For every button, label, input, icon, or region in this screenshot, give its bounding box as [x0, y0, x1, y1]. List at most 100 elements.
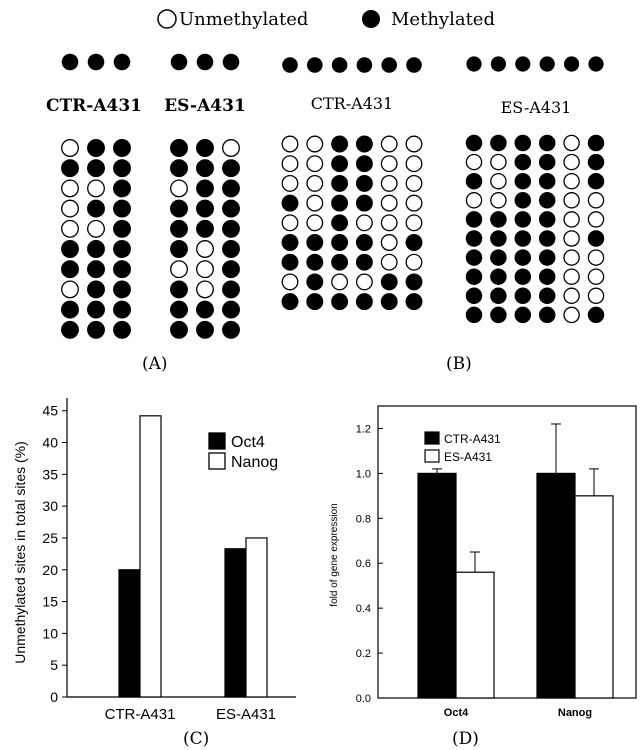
legend-unmethylated-marker — [157, 9, 177, 29]
unmethylated-cpg-dot — [563, 211, 580, 228]
cpg-site-header-dot — [588, 56, 604, 72]
methylated-cpg-dot — [380, 273, 398, 291]
unmethylated-cpg-dot — [306, 174, 324, 192]
y-tick-label: 1.2 — [356, 423, 371, 435]
methylated-cpg-dot — [222, 199, 240, 218]
methylated-cpg-dot — [222, 240, 240, 258]
methylated-cpg-dot — [355, 135, 373, 153]
unmethylated-cpg-dot — [563, 306, 580, 324]
methylated-cpg-dot — [222, 300, 240, 319]
unmethylated-cpg-dot — [380, 174, 398, 192]
unmethylated-cpg-dot — [380, 194, 398, 212]
unmethylated-cpg-dot — [490, 192, 507, 209]
methylated-cpg-dot — [355, 155, 373, 173]
methylated-cpg-dot — [514, 192, 532, 209]
cpg-site-header-dot — [466, 56, 482, 72]
unmethylated-cpg-dot — [563, 172, 580, 190]
methylated-cpg-dot — [306, 273, 324, 291]
methylated-cpg-dot — [113, 280, 131, 299]
y-tick-label: 0.6 — [356, 558, 371, 570]
legend-methylated-label: Methylated — [391, 9, 495, 30]
cpg-site-header-dot — [113, 53, 131, 71]
y-tick-label: 1.0 — [356, 468, 371, 480]
methylated-cpg-dot — [355, 194, 373, 212]
methylated-cpg-dot — [331, 155, 349, 173]
methylated-cpg-dot — [87, 280, 105, 299]
methylated-cpg-dot — [355, 253, 373, 271]
unmethylated-cpg-dot — [281, 155, 299, 173]
methylated-cpg-dot — [196, 199, 214, 218]
unmethylated-cpg-dot — [196, 260, 214, 279]
clone-group-label: CTR-A431 — [311, 94, 393, 113]
methylated-cpg-dot — [465, 306, 483, 324]
bar-oct4-ctr-a431 — [118, 569, 141, 698]
y-tick-label: 35 — [42, 466, 58, 482]
cpg-site-header-dot — [196, 53, 214, 71]
plot-frame — [377, 405, 637, 699]
cpg-site-header-dot — [515, 56, 531, 72]
y-tick-label: 0.8 — [356, 513, 371, 525]
panel-label-d: (D) — [452, 729, 479, 749]
methylated-cpg-dot — [514, 172, 532, 190]
legend-swatch-oct4 — [208, 432, 226, 450]
methylation-panel-a1: CTR-A431 — [46, 53, 142, 339]
y-tick-label: 45 — [42, 403, 58, 419]
methylated-cpg-dot — [170, 219, 188, 238]
y-tick-label: 20 — [42, 562, 58, 578]
methylated-cpg-dot — [538, 153, 556, 171]
methylated-cpg-dot — [331, 234, 349, 251]
y-tick-label: 40 — [42, 435, 58, 451]
methylated-cpg-dot — [281, 253, 299, 271]
methylated-cpg-dot — [490, 287, 507, 305]
legend-swatch-ctr-a431 — [424, 431, 440, 445]
methylated-cpg-dot — [465, 230, 483, 247]
methylated-cpg-dot — [538, 192, 556, 209]
unmethylated-cpg-dot — [281, 135, 299, 153]
methylated-cpg-dot — [113, 260, 131, 279]
clone-group-label: ES-A431 — [501, 98, 572, 117]
methylated-cpg-dot — [196, 139, 214, 157]
unmethylated-cpg-dot — [222, 139, 240, 157]
unmethylated-cpg-dot — [563, 134, 580, 152]
unmethylated-cpg-dot — [405, 155, 423, 173]
unmethylated-cpg-dot — [87, 179, 105, 198]
unmethylated-cpg-dot — [563, 287, 580, 305]
methylated-cpg-dot — [222, 280, 240, 299]
unmethylated-cpg-dot — [405, 174, 423, 192]
methylated-cpg-dot — [355, 174, 373, 192]
y-tick-label: 0.0 — [356, 693, 371, 705]
bar-es-a431-nanog — [574, 495, 614, 699]
methylated-cpg-dot — [331, 174, 349, 192]
legend-label-nanog: Nanog — [231, 454, 278, 471]
methylated-cpg-dot — [306, 234, 324, 251]
methylated-cpg-dot — [196, 159, 214, 178]
methylated-cpg-dot — [587, 134, 605, 152]
unmethylated-cpg-dot — [587, 268, 605, 285]
methylated-cpg-dot — [331, 194, 349, 212]
methylated-cpg-dot — [61, 260, 79, 279]
methylated-cpg-dot — [281, 234, 299, 251]
methylated-cpg-dot — [306, 293, 324, 311]
bar-oct4-es-a431 — [224, 548, 247, 698]
cpg-site-header-dot — [406, 57, 422, 73]
unmethylated-cpg-dot — [281, 214, 299, 232]
methylated-cpg-dot — [465, 268, 483, 285]
unmethylated-cpg-dot — [405, 214, 423, 232]
methylated-cpg-dot — [587, 172, 605, 190]
methylated-cpg-dot — [538, 211, 556, 228]
cpg-site-header-dot — [307, 57, 323, 73]
methylated-cpg-dot — [490, 230, 507, 247]
methylated-cpg-dot — [514, 268, 532, 285]
unmethylated-cpg-dot — [587, 249, 605, 266]
methylated-cpg-dot — [514, 249, 532, 266]
methylation-panel-b1: CTR-A431 — [281, 57, 423, 311]
unmethylated-cpg-dot — [587, 192, 605, 209]
methylated-cpg-dot — [61, 320, 79, 339]
legend-unmethylated-label: Unmethylated — [179, 9, 308, 30]
y-axis-label: Unmethylated sites in total sites (%) — [12, 441, 28, 664]
unmethylated-cpg-dot — [61, 179, 79, 198]
cpg-site-header-dot — [222, 53, 240, 71]
methylated-cpg-dot — [87, 300, 105, 319]
panel-label-a: (A) — [142, 354, 168, 374]
